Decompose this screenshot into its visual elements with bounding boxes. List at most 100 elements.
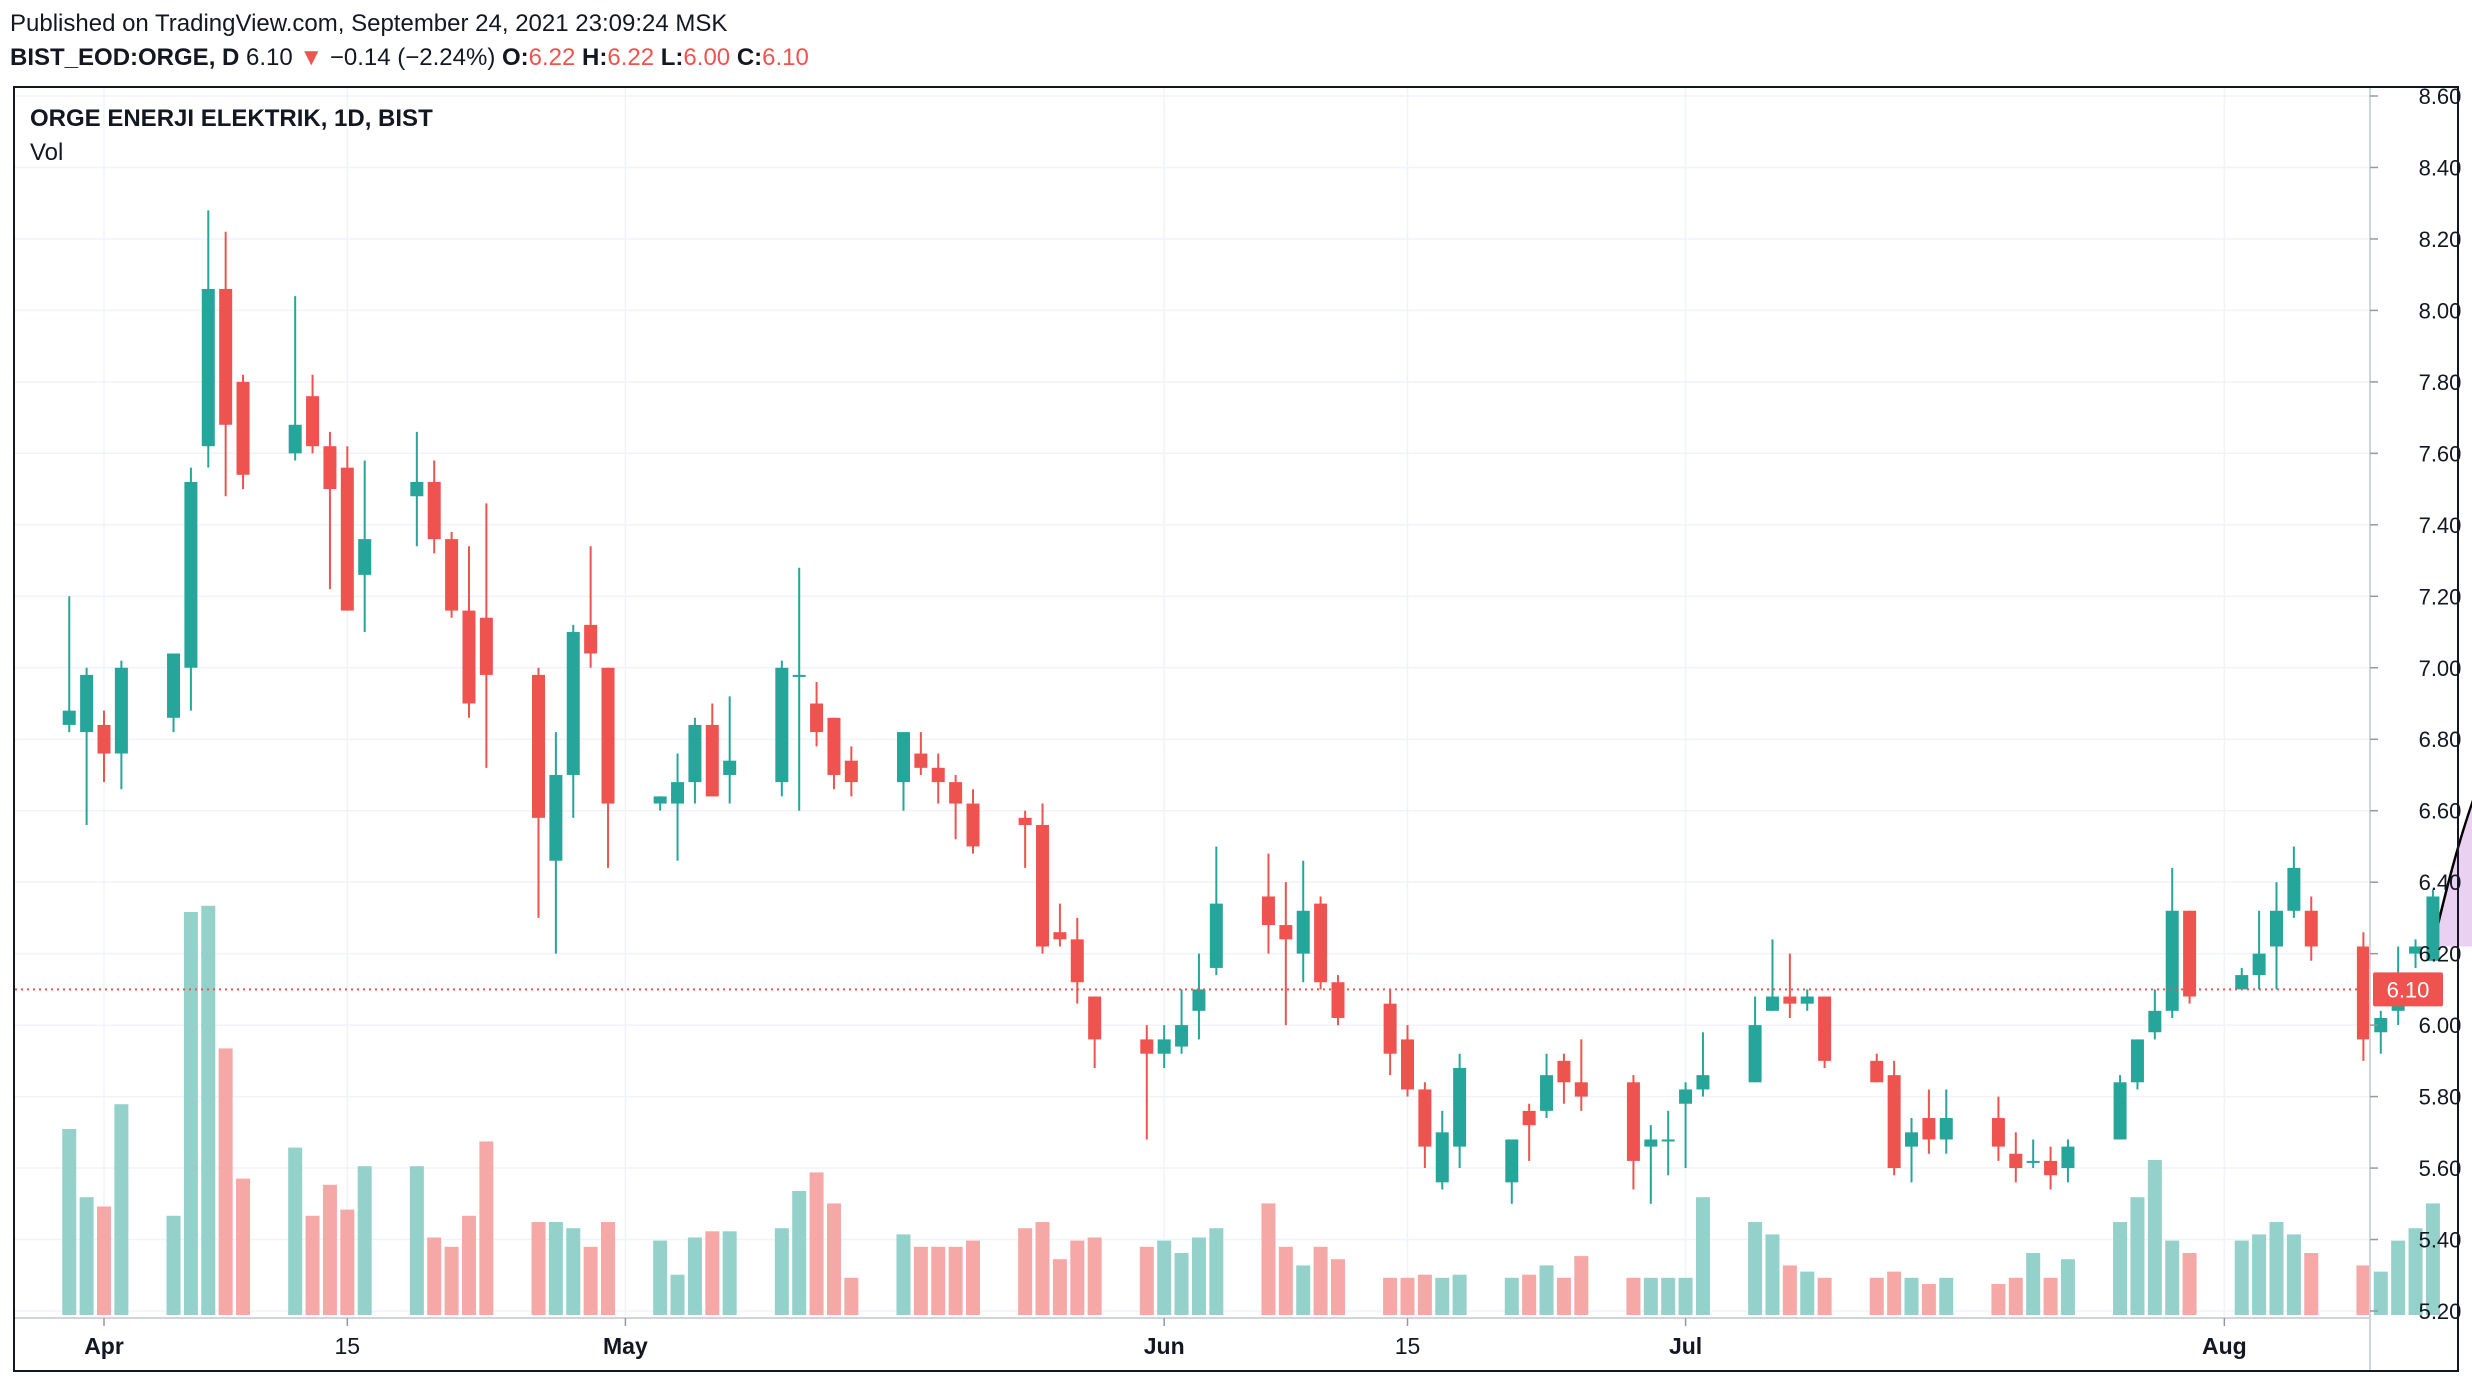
candle-body: [775, 667, 789, 783]
candle-body: [2235, 975, 2249, 990]
volume-bar: [2182, 1253, 2197, 1315]
candle-body: [2148, 1010, 2162, 1033]
volume-bar: [2373, 1271, 2388, 1315]
y-tick-label: 7.80: [2419, 370, 2462, 395]
candle-body: [723, 760, 737, 775]
candle-body: [323, 446, 337, 490]
volume-bar: [2147, 1160, 2162, 1315]
chart-frame: [13, 86, 2459, 1372]
volume-bar: [2130, 1197, 2145, 1315]
legend-title: ORGE ENERJI ELEKTRIK, 1D, BIST: [30, 105, 433, 132]
candle-body: [288, 424, 302, 454]
candle-body: [931, 767, 945, 783]
y-tick-label: 6.20: [2419, 942, 2462, 967]
y-tick-label: 8.40: [2419, 155, 2462, 180]
volume-bar: [2408, 1228, 2423, 1315]
candle-body: [949, 782, 963, 804]
published-caption: Published on TradingView.com, September …: [10, 10, 728, 37]
volume-bar: [1817, 1277, 1832, 1315]
candle-body: [2061, 1146, 2075, 1169]
candle-body: [549, 774, 563, 861]
candle-body: [1991, 1118, 2005, 1147]
volume-bar: [844, 1277, 859, 1315]
volume-bar: [1139, 1246, 1154, 1315]
volume-bar: [1070, 1240, 1085, 1315]
candle-body: [584, 624, 598, 654]
volume-bar: [427, 1237, 442, 1315]
volume-bar: [1661, 1277, 1676, 1315]
volume-bar: [809, 1172, 824, 1315]
candle-body: [1401, 1039, 1414, 1090]
volume-bar: [1452, 1274, 1467, 1315]
y-tick-label: 7.40: [2419, 513, 2462, 538]
volume-bar: [566, 1228, 581, 1315]
high-value: 6.22: [607, 44, 655, 71]
volume-bar: [2356, 1265, 2371, 1315]
volume-bar: [774, 1228, 789, 1315]
volume-bar: [583, 1246, 598, 1315]
y-tick-label: 8.20: [2419, 227, 2462, 252]
x-tick-label: 15: [1395, 1333, 1421, 1359]
volume-bar: [305, 1215, 320, 1315]
volume-bar: [1765, 1234, 1780, 1315]
x-tick-label: Apr: [84, 1333, 124, 1359]
candle-body: [2287, 867, 2301, 911]
candle-body: [1505, 1139, 1519, 1183]
candle-body: [532, 674, 545, 818]
candle-body: [1018, 817, 1032, 825]
y-tick-label: 6.00: [2419, 1013, 2462, 1038]
candle-body: [236, 381, 250, 475]
candle-body: [340, 467, 354, 611]
volume-bar: [288, 1147, 303, 1315]
candle-body: [114, 667, 128, 754]
candle-body: [184, 481, 198, 668]
candle-body: [1209, 903, 1223, 968]
candle-body: [1314, 903, 1328, 983]
volume-bar: [896, 1234, 911, 1315]
candle-body: [219, 288, 233, 425]
symbol-info-line: BIST_EOD:ORGE, D 6.10 ▼ −0.14 (−2.24%) O…: [10, 42, 809, 74]
volume-bar: [1782, 1265, 1797, 1315]
x-tick-label: Jul: [1669, 1333, 1702, 1359]
volume-bar: [601, 1222, 616, 1315]
volume-bar: [1052, 1259, 1067, 1315]
x-tick-label: Jun: [1144, 1333, 1185, 1359]
candle-body: [1905, 1132, 1919, 1147]
volume-bars: [62, 905, 2440, 1315]
volume-bar: [792, 1191, 807, 1315]
candle-body: [2130, 1039, 2144, 1083]
volume-bar: [653, 1240, 668, 1315]
pattern-drawings[interactable]: [2431, 661, 2472, 947]
pattern-arc-line: [2431, 799, 2472, 947]
last-price-badge-label: 6.10: [2387, 977, 2430, 1002]
open-label: O:: [501, 44, 529, 71]
low-label: L:: [660, 44, 684, 71]
volume-bar: [1435, 1277, 1450, 1315]
candle-body: [2113, 1082, 2127, 1140]
volume-bar: [218, 1048, 233, 1315]
volume-bar: [1574, 1256, 1589, 1315]
candle-body: [1922, 1118, 1936, 1140]
volume-bar: [1296, 1265, 1311, 1315]
candle-body: [1331, 982, 1345, 1018]
volume-bar: [1904, 1277, 1919, 1315]
volume-bar: [1400, 1277, 1415, 1315]
volume-bar: [1313, 1246, 1328, 1315]
volume-bar: [2269, 1222, 2284, 1315]
x-tick-label: Aug: [2202, 1333, 2247, 1359]
volume-bar: [2165, 1240, 2180, 1315]
candle-body: [1748, 1025, 1762, 1083]
candle-body: [2270, 910, 2283, 947]
volume-bar: [1261, 1203, 1276, 1315]
volume-bar: [340, 1209, 355, 1315]
volume-bar: [1748, 1222, 1763, 1315]
candle-body: [306, 396, 320, 447]
symbol-name[interactable]: BIST_EOD:ORGE, D: [10, 44, 240, 71]
candle-body: [1696, 1075, 1710, 1090]
candle-body: [97, 724, 111, 754]
volume-bar: [1278, 1246, 1293, 1315]
candle-body: [2026, 1160, 2040, 1163]
pattern-arc-fill: [2432, 803, 2472, 947]
candle-body: [1140, 1039, 1154, 1054]
